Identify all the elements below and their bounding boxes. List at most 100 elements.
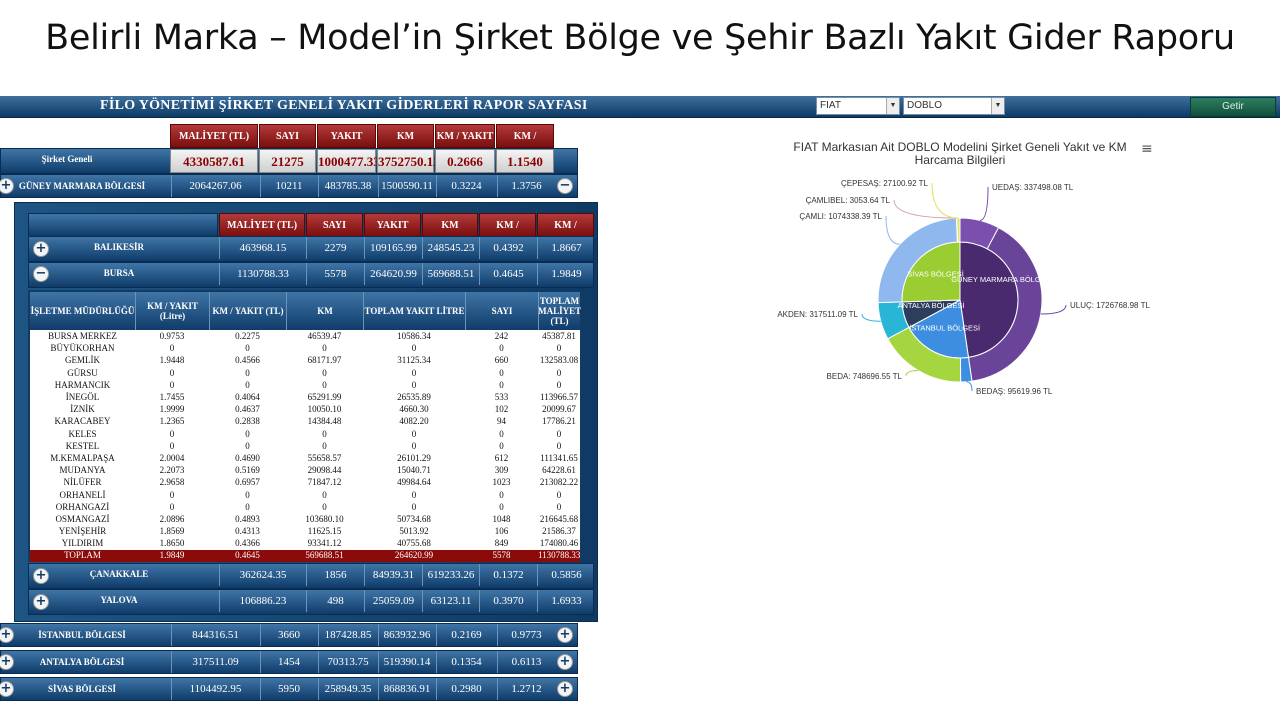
outer-slice-label: ÇAMLI: 1074338.39 TL — [799, 212, 882, 221]
city-cost: 463968.15 — [219, 237, 306, 259]
region-km-fuel-2: 0.9773 — [497, 624, 555, 646]
city-row-bursa[interactable]: BURSA 1130788.33 5578 264620.99 569688.5… — [28, 262, 594, 288]
detail-cell: KARACABEY — [54, 416, 111, 427]
city-row-canakkale[interactable]: ÇANAKKALE 362624.35 1856 84939.31 619233… — [28, 563, 594, 589]
detail-cell: 93341.12 — [307, 538, 342, 549]
menu-icon[interactable]: ≡ — [1141, 141, 1153, 157]
outer-slice-label: ÇAMLIBEL: 3053.64 TL — [806, 196, 891, 205]
detail-cell: 0 — [169, 501, 175, 512]
detail-cell: 0 — [556, 379, 562, 390]
company-cost: 4330587.61 — [170, 149, 258, 173]
expand-plus-icon[interactable]: + — [557, 627, 573, 643]
detail-cell: 71847.12 — [307, 477, 342, 488]
region-row-guney-marmara[interactable]: GÜNEY MARMARA BÖLGESİ 2064267.06 10211 4… — [0, 174, 578, 198]
detail-row: MUDANYA 2.2073 0.5169 29098.44 15040.71 309 64… — [30, 465, 580, 477]
detail-cell: 68171.97 — [307, 355, 342, 366]
report-header-bar: FİLO YÖNETİMİ ŞİRKET GENELİ YAKIT GİDERL… — [0, 96, 1280, 118]
outer-slice[interactable] — [967, 226, 1043, 382]
detail-cell: 0 — [499, 367, 504, 378]
detail-cell: 242 — [494, 331, 509, 341]
region-km-fuel-1: 0.2980 — [436, 678, 496, 700]
detail-cell: 1023 — [492, 477, 511, 488]
brand-select[interactable]: FIAT ▼ — [816, 97, 900, 115]
region-label: ANTALYA BÖLGESİ — [39, 657, 125, 667]
donut-chart: GÜNEY MARMARA BÖLGESİ İSTANBUL BÖLGESİ ANT… — [777, 179, 1150, 396]
model-select[interactable]: DOBLO ▼ — [903, 97, 1005, 115]
detail-cell: 111341.65 — [540, 453, 578, 463]
chevron-down-icon[interactable]: ▼ — [886, 98, 899, 114]
city-fuel: 84939.31 — [364, 564, 422, 586]
detail-cell: GÜRSU — [67, 367, 98, 378]
detail-cell: 5013.92 — [399, 526, 429, 537]
city-row-yalova[interactable]: YALOVA 106886.23 498 25059.09 63123.11 0… — [28, 589, 594, 615]
region-row-istanbul[interactable]: İSTANBUL BÖLGESİ 844316.51 3660 187428.8… — [0, 623, 578, 647]
header-count: SAYI — [259, 124, 316, 148]
detail-cell: 10586.34 — [397, 331, 431, 341]
expand-plus-icon[interactable]: + — [557, 681, 573, 697]
detail-cell: 0 — [322, 379, 327, 390]
detail-cell: 612 — [494, 453, 509, 463]
detail-cell: M.KEMALPAŞA — [50, 453, 115, 463]
inner-slice-label: GÜNEY MARMARA BÖLGESİ — [951, 275, 1053, 284]
detail-cell: 849 — [494, 538, 509, 549]
total-label: TOPLAM — [64, 550, 101, 560]
detail-cell: 45387.81 — [542, 331, 576, 341]
outer-slice[interactable] — [956, 217, 961, 243]
leader-line — [979, 186, 989, 221]
company-fuel: 1000477.33 — [317, 149, 380, 173]
detail-cell: 0 — [245, 501, 250, 512]
detail-row: KARACABEY 1.2365 0.2838 14384.48 4082.20 94 17… — [30, 416, 580, 428]
header-cost: MALİYET (TL) — [170, 124, 258, 148]
collapse-minus-icon[interactable]: − — [557, 178, 573, 194]
chevron-down-icon[interactable]: ▼ — [991, 98, 1004, 114]
detail-cell: MUDANYA — [59, 465, 106, 476]
detail-cell: 26101.29 — [397, 453, 431, 463]
expand-plus-icon[interactable]: + — [0, 681, 14, 697]
getir-button[interactable]: Getir — [1190, 97, 1276, 117]
header-fuel: YAKIT (Litre) — [317, 124, 376, 166]
detail-cell: 0 — [499, 440, 504, 451]
detail-cell: 17786.21 — [542, 416, 576, 427]
region-row-antalya[interactable]: ANTALYA BÖLGESİ 317511.09 1454 70313.75 … — [0, 650, 578, 674]
expand-plus-icon[interactable]: + — [0, 627, 14, 643]
expand-plus-icon[interactable]: + — [0, 654, 14, 670]
detail-cell: 0 — [411, 367, 417, 378]
expand-plus-icon[interactable]: + — [33, 594, 49, 610]
detail-header-row: İŞLETME MÜDÜRLÜĞÜ KM / YAKIT (Litre) KM … — [30, 292, 581, 330]
header-km-fuel-1: KM / YAKIT — [435, 124, 495, 148]
region-km: 519390.14 — [378, 651, 435, 673]
detail-cell: HARMANCIK — [54, 379, 111, 390]
region-km-fuel-1: 0.2169 — [436, 624, 496, 646]
city-header-km-fuel-1: KM / YAKIT — [479, 213, 536, 255]
expand-plus-icon[interactable]: + — [557, 654, 573, 670]
city-header-km-fuel-2: KM / YAKIT — [537, 213, 594, 255]
detail-cell: 0 — [556, 440, 562, 451]
leader-line — [893, 199, 957, 219]
total-km-tl: 0.4645 — [235, 550, 260, 560]
leader-line — [931, 182, 959, 219]
expand-plus-icon[interactable]: + — [33, 568, 49, 584]
region-row-sivas[interactable]: SİVAS BÖLGESİ 1104492.95 5950 258949.35 … — [0, 677, 578, 701]
detail-cell: 29098.44 — [307, 465, 342, 476]
region-count: 10211 — [260, 175, 317, 197]
expand-plus-icon[interactable]: + — [0, 178, 14, 194]
city-count: 2279 — [306, 237, 364, 259]
expand-plus-icon[interactable]: + — [33, 241, 49, 257]
detail-cell: 0 — [169, 428, 175, 439]
detail-cell: 0 — [556, 428, 562, 439]
city-label: BALIKESİR — [93, 242, 145, 252]
detail-cell: BÜYÜKORHAN — [50, 343, 115, 354]
region-label: İSTANBUL BÖLGESİ — [38, 630, 126, 640]
detail-table: İŞLETME MÜDÜRLÜĞÜ KM / YAKIT (Litre) KM … — [28, 290, 582, 563]
model-select-value: DOBLO — [907, 100, 943, 111]
collapse-minus-icon[interactable]: − — [33, 266, 49, 282]
city-km-fuel-1: 0.4392 — [479, 237, 537, 259]
city-row-balikesir[interactable]: BALIKESİR 463968.15 2279 109165.99 24854… — [28, 236, 594, 262]
detail-cell: 11625.15 — [307, 526, 342, 537]
detail-cell: 0 — [499, 379, 504, 390]
detail-cell: 94 — [497, 416, 506, 427]
header-km: KM — [377, 124, 434, 148]
detail-row: YILDIRIM 1.8650 0.4366 93341.12 40755.68 849 1… — [30, 538, 580, 550]
outer-slice-label: AKDEN: 317511.09 TL — [777, 310, 858, 319]
detail-cell: 103680.10 — [305, 514, 344, 524]
